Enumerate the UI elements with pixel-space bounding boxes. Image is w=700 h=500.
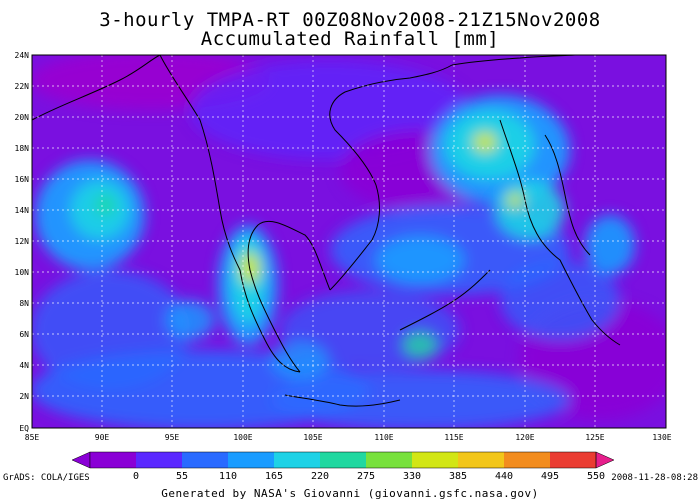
colorbar-label: 55	[176, 471, 188, 482]
colorbar-segment	[458, 452, 504, 468]
lon-label: 120E	[515, 433, 534, 442]
colorbar-segment	[320, 452, 366, 468]
lat-labels: 24N 22N 20N 18N 16N 14N 12N 10N 8N 6N 4N…	[15, 51, 30, 433]
rainfall-field	[32, 55, 666, 428]
colorbar-label: 330	[403, 471, 421, 482]
lat-label: 10N	[15, 268, 30, 277]
lat-label: 12N	[15, 237, 30, 246]
colorbar-segment	[90, 452, 136, 468]
lat-label: 18N	[15, 144, 30, 153]
lon-label: 130E	[652, 433, 671, 442]
lat-label: 14N	[15, 206, 30, 215]
lon-label: 125E	[585, 433, 604, 442]
colorbar-label: 550	[587, 471, 605, 482]
colorbar-label: 385	[449, 471, 467, 482]
colorbar-label: 440	[495, 471, 513, 482]
lon-label: 115E	[444, 433, 463, 442]
lat-label: 2N	[19, 392, 29, 401]
colorbar-segment	[504, 452, 550, 468]
colorbar-high-arrow	[595, 451, 615, 469]
lon-label: 85E	[25, 433, 40, 442]
map-subtitle: Accumulated Rainfall [mm]	[200, 28, 500, 50]
lat-label: 20N	[15, 113, 30, 122]
lat-label: 4N	[19, 361, 29, 370]
colorbar-segment	[366, 452, 412, 468]
colorbar-low-arrow	[71, 451, 91, 469]
lon-labels: 85E 90E 95E 100E 105E 110E 115E 120E 125…	[25, 433, 672, 442]
coastlines	[31, 54, 621, 407]
colorbar-label: 165	[265, 471, 283, 482]
colorbar-label: 0	[133, 471, 139, 482]
colorbar-label: 220	[311, 471, 329, 482]
lon-label: 110E	[374, 433, 393, 442]
lat-label: EQ	[19, 424, 29, 433]
lat-label: 6N	[19, 330, 29, 339]
lat-label: 24N	[15, 51, 30, 60]
generated-by: Generated by NASA's Giovanni (giovanni.g…	[161, 487, 539, 500]
colorbar-segment	[182, 452, 228, 468]
lat-label: 22N	[15, 82, 30, 91]
colorbar-segment	[412, 452, 458, 468]
lon-label: 90E	[95, 433, 110, 442]
graticule	[32, 55, 666, 428]
lon-label: 105E	[303, 433, 322, 442]
lon-label: 95E	[165, 433, 180, 442]
colorbar-segment	[550, 452, 596, 468]
grads-credit: GrADS: COLA/IGES	[3, 473, 90, 483]
lat-label: 8N	[19, 299, 29, 308]
colorbar-label: 495	[541, 471, 559, 482]
colorbar-segment	[274, 452, 320, 468]
timestamp: 2008-11-28-08:28	[611, 473, 698, 483]
map-title: 3-hourly TMPA-RT 00Z08Nov2008-21Z15Nov20…	[99, 9, 601, 31]
colorbar-label: 275	[357, 471, 375, 482]
colorbar-segment	[228, 452, 274, 468]
lat-label: 16N	[15, 175, 30, 184]
lon-label: 100E	[233, 433, 252, 442]
colorbar-label: 110	[219, 471, 237, 482]
colorbar-segment	[136, 452, 182, 468]
plot-frame	[31, 54, 667, 429]
colorbar: 0 55 110 165 220 275 330 385 440 495 550	[71, 451, 615, 482]
